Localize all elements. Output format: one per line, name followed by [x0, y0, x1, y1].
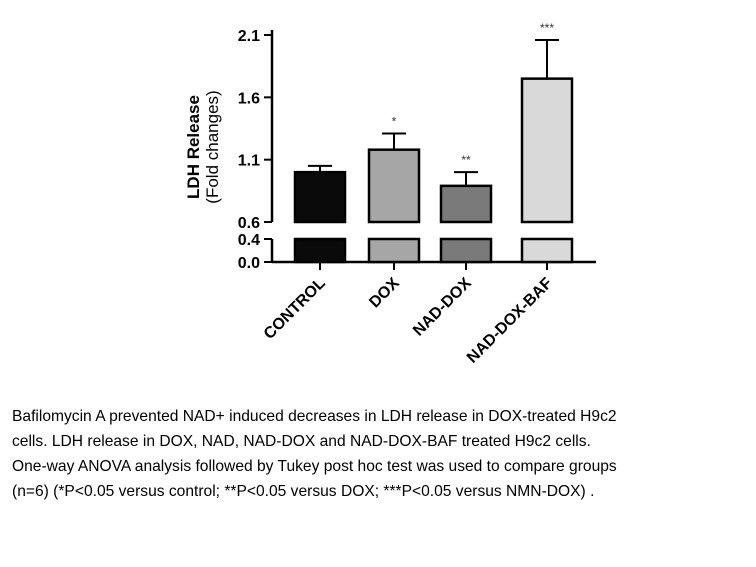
x-tick-label: NAD-DOX-BAF: [464, 275, 556, 367]
x-tick-label: DOX: [366, 275, 403, 312]
bar-lower-segment: [520, 237, 574, 264]
bar: [520, 77, 574, 224]
y-tick-label: 0.0: [238, 255, 260, 272]
caption-line-3: One-way ANOVA analysis followed by Tukey…: [12, 458, 617, 475]
y-tick-label: 2.1: [238, 28, 260, 45]
significance-label: *: [392, 114, 397, 128]
bar-lower-segment: [439, 237, 493, 264]
bar: [439, 184, 493, 224]
significance-label: ***: [540, 21, 554, 35]
bars: [293, 38, 574, 264]
significance-label: **: [461, 153, 471, 167]
y-axis-label: LDH Release: [184, 95, 203, 199]
bar-lower-segment: [367, 237, 421, 264]
bar: [367, 148, 421, 224]
y-tick-label: 0.6: [238, 215, 260, 232]
y-axis-label-group: LDH Release (Fold changes): [184, 90, 222, 203]
bar-lower-segment: [293, 237, 347, 264]
x-tick-label: NAD-DOX: [410, 275, 475, 340]
bar: [293, 170, 347, 224]
figure-caption: Bafilomycin A prevented NAD+ induced dec…: [12, 404, 752, 504]
y-tick-label: 1.6: [238, 90, 260, 107]
x-tick-label: CONTROL: [261, 275, 329, 343]
caption-line-2: cells. LDH release in DOX, NAD, NAD-DOX …: [12, 433, 591, 450]
caption-line-1: Bafilomycin A prevented NAD+ induced dec…: [12, 408, 617, 425]
ldh-release-bar-chart: LDH Release (Fold changes) 0.6 1.1 1.6 2.1 0…: [184, 21, 596, 367]
y-axis-sublabel: (Fold changes): [203, 90, 222, 203]
y-tick-label: 0.4: [238, 232, 260, 249]
caption-line-4: (n=6) (*P<0.05 versus control; **P<0.05 …: [12, 483, 595, 500]
y-tick-label: 1.1: [238, 153, 260, 170]
